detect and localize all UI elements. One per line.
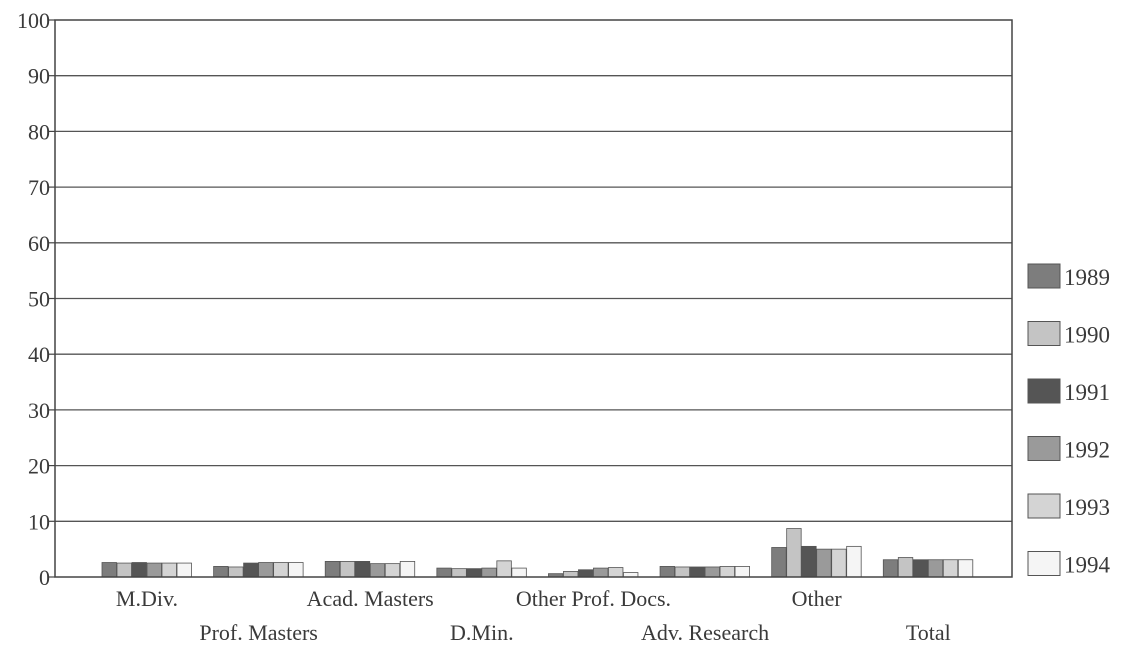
legend-label: 1992 bbox=[1064, 438, 1110, 463]
bar-1994-7 bbox=[957, 559, 974, 578]
bar-1990-7 bbox=[897, 557, 914, 578]
plot-frame bbox=[54, 19, 1013, 578]
bar-1990-0 bbox=[116, 562, 132, 578]
bar-1994-5 bbox=[734, 566, 750, 578]
y-tick-label: 0 bbox=[39, 565, 50, 590]
legend-label: 1990 bbox=[1064, 323, 1110, 348]
legend-label: 1993 bbox=[1064, 495, 1110, 520]
bar-1991-5 bbox=[689, 566, 705, 578]
bar-1993-6 bbox=[831, 548, 847, 578]
legend-swatch-1990 bbox=[1027, 321, 1061, 346]
legend-swatch-1993 bbox=[1027, 493, 1061, 519]
category-label: Acad. Masters bbox=[307, 586, 434, 611]
bar-1994-2 bbox=[399, 561, 416, 578]
y-tick-label: 70 bbox=[28, 175, 50, 200]
bar-1989-2 bbox=[324, 561, 341, 578]
bar-1993-3 bbox=[496, 560, 512, 578]
legend-swatch-1991 bbox=[1027, 378, 1061, 404]
bar-1989-5 bbox=[659, 566, 675, 578]
bar-1991-2 bbox=[354, 561, 371, 578]
bar-1992-4 bbox=[593, 567, 609, 578]
bar-1990-3 bbox=[451, 568, 467, 578]
category-label: Prof. Masters bbox=[199, 620, 318, 645]
category-label: Adv. Research bbox=[641, 620, 769, 645]
y-tick-label: 30 bbox=[28, 398, 50, 423]
category-label: M.Div. bbox=[116, 586, 178, 611]
bar-1990-6 bbox=[786, 528, 802, 578]
bar-1991-3 bbox=[466, 568, 482, 578]
legend-swatch-1994 bbox=[1027, 551, 1061, 576]
bar-1994-6 bbox=[846, 545, 862, 578]
y-tick-label: 50 bbox=[28, 287, 50, 312]
bar-1989-7 bbox=[882, 559, 899, 578]
bar-1990-5 bbox=[674, 566, 690, 578]
bar-1992-7 bbox=[927, 559, 944, 578]
bar-1989-0 bbox=[101, 562, 117, 578]
grid-lines bbox=[55, 75, 1012, 522]
bar-1991-0 bbox=[131, 562, 147, 578]
y-tick-label: 60 bbox=[28, 231, 50, 256]
y-tick-label: 80 bbox=[28, 119, 50, 144]
bar-1994-0 bbox=[176, 562, 192, 578]
y-tick-label: 10 bbox=[28, 509, 50, 534]
bar-1993-7 bbox=[942, 559, 959, 578]
bar-1989-6 bbox=[771, 547, 787, 578]
bar-1990-2 bbox=[339, 561, 356, 578]
bar-1991-4 bbox=[578, 569, 594, 578]
y-tick-label: 90 bbox=[28, 64, 50, 89]
bar-1993-2 bbox=[384, 563, 401, 578]
legend-label: 1994 bbox=[1064, 553, 1111, 578]
category-label: Other Prof. Docs. bbox=[516, 586, 671, 611]
bar-1991-6 bbox=[801, 545, 817, 578]
category-label: Total bbox=[906, 620, 951, 645]
bar-1990-1 bbox=[228, 566, 244, 578]
y-tick-label: 20 bbox=[28, 454, 50, 479]
bar-1992-1 bbox=[258, 562, 274, 578]
bar-1989-1 bbox=[213, 566, 229, 578]
bar-1993-4 bbox=[608, 567, 624, 578]
legend: 1989 1990 1991 1992 1993 1994 bbox=[1027, 263, 1111, 578]
legend-label: 1991 bbox=[1064, 380, 1110, 405]
bar-1989-3 bbox=[436, 567, 452, 578]
bar-1992-2 bbox=[369, 563, 386, 578]
bar-1991-7 bbox=[912, 559, 929, 578]
bar-1993-1 bbox=[273, 562, 289, 578]
legend-swatch-1992 bbox=[1027, 436, 1061, 461]
y-tick-label: 40 bbox=[28, 342, 50, 367]
bars bbox=[101, 528, 974, 578]
bar-1994-3 bbox=[511, 567, 527, 578]
y-axis-ticks: 0 10 20 30 40 50 60 70 80 90 100 bbox=[17, 8, 55, 590]
bar-1993-5 bbox=[719, 566, 735, 578]
bar-1992-0 bbox=[146, 562, 162, 578]
legend-swatch-1989 bbox=[1027, 263, 1061, 289]
bar-1992-6 bbox=[816, 548, 832, 578]
bar-1992-3 bbox=[481, 567, 497, 578]
y-tick-label: 100 bbox=[17, 8, 50, 33]
bar-1990-4 bbox=[563, 571, 579, 578]
bar-1991-1 bbox=[243, 562, 259, 578]
category-label: D.Min. bbox=[450, 620, 514, 645]
category-label: Other bbox=[792, 586, 843, 611]
bar-1993-0 bbox=[161, 562, 177, 578]
legend-label: 1989 bbox=[1064, 265, 1110, 290]
bar-1992-5 bbox=[704, 566, 720, 578]
bar-1994-1 bbox=[288, 562, 304, 578]
